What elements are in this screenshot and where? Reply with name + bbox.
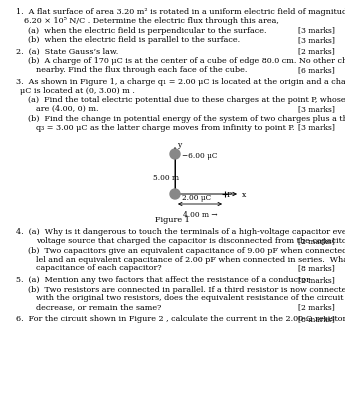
Text: 4.00 m →: 4.00 m → (183, 211, 217, 219)
Text: [2 marks]: [2 marks] (298, 237, 335, 245)
Circle shape (170, 189, 180, 199)
Text: 5.  (a)  Mention any two factors that affect the resistance of a conductor: 5. (a) Mention any two factors that affe… (16, 276, 310, 284)
Text: lel and an equivalent capacitance of 2.00 pF when connected in series.  What is : lel and an equivalent capacitance of 2.0… (36, 256, 345, 264)
Text: (b)  when the electric field is parallel to the surface.: (b) when the electric field is parallel … (28, 36, 240, 44)
Text: 3.  As shown in Figure 1, a charge q₁ = 2.00 μC is located at the origin and a c: 3. As shown in Figure 1, a charge q₁ = 2… (16, 78, 345, 85)
Text: [2 marks]: [2 marks] (298, 304, 335, 311)
Text: [3 marks]: [3 marks] (298, 105, 335, 113)
Text: (a)  when the electric field is perpendicular to the surface.: (a) when the electric field is perpendic… (28, 27, 266, 35)
Text: 4.  (a)  Why is it dangerous to touch the terminals of a high-voltage capacitor : 4. (a) Why is it dangerous to touch the … (16, 228, 345, 236)
Text: with the original two resistors, does the equivalent resistance of the circuit i: with the original two resistors, does th… (36, 294, 345, 302)
Text: [6 marks]: [6 marks] (298, 315, 335, 323)
Text: [2 marks]: [2 marks] (298, 48, 335, 55)
Text: [3 marks]: [3 marks] (298, 123, 335, 131)
Text: x: x (242, 191, 246, 199)
Text: (b)  Find the change in potential energy of the system of two charges plus a thi: (b) Find the change in potential energy … (28, 115, 345, 123)
Text: (b)  A charge of 170 μC is at the center of a cube of edge 80.0 cm. No other cha: (b) A charge of 170 μC is at the center … (28, 57, 345, 65)
Text: (b)  Two resistors are connected in parallel. If a third resistor is now connect: (b) Two resistors are connected in paral… (28, 286, 345, 294)
Text: 5.00 m: 5.00 m (153, 174, 179, 182)
Text: decrease, or remain the same?: decrease, or remain the same? (36, 304, 161, 311)
Circle shape (170, 149, 180, 159)
Text: [6 marks]: [6 marks] (298, 66, 335, 74)
Text: q₃ = 3.00 μC as the latter charge moves from infinity to point P.: q₃ = 3.00 μC as the latter charge moves … (36, 123, 295, 131)
Text: are (4.00, 0) m.: are (4.00, 0) m. (36, 105, 99, 113)
Text: [3 marks]: [3 marks] (298, 36, 335, 44)
Text: μC is located at (0, 3.00) m .: μC is located at (0, 3.00) m . (20, 86, 135, 95)
Text: 1.  A flat surface of area 3.20 m² is rotated in a uniform electric field of mag: 1. A flat surface of area 3.20 m² is rot… (16, 8, 345, 16)
Text: 6.  For the circuit shown in Figure 2 , calculate the current in the 2.00-Ω resi: 6. For the circuit shown in Figure 2 , c… (16, 315, 345, 323)
Text: nearby. Find the flux through each face of the cube.: nearby. Find the flux through each face … (36, 66, 247, 74)
Text: (b)  Two capacitors give an equivalent capacitance of 9.00 pF when connected in : (b) Two capacitors give an equivalent ca… (28, 246, 345, 254)
Text: Figure 1: Figure 1 (155, 216, 189, 224)
Text: voltage source that charged the capacitor is disconnected from the capacitor?: voltage source that charged the capacito… (36, 237, 345, 245)
Text: P: P (227, 191, 232, 199)
Text: 2.  (a)  State Gauss’s law.: 2. (a) State Gauss’s law. (16, 48, 118, 55)
Text: [2 marks]: [2 marks] (298, 276, 335, 284)
Text: 2.00 μC: 2.00 μC (182, 194, 211, 202)
Text: [8 marks]: [8 marks] (298, 264, 335, 272)
Text: (a)  Find the total electric potential due to these charges at the point P, whos: (a) Find the total electric potential du… (28, 96, 345, 104)
Text: 6.20 × 10⁵ N/C . Determine the electric flux through this area,: 6.20 × 10⁵ N/C . Determine the electric … (24, 17, 279, 25)
Text: y: y (177, 141, 181, 149)
Text: −6.00 μC: −6.00 μC (182, 152, 217, 160)
Text: [3 marks]: [3 marks] (298, 27, 335, 35)
Text: capacitance of each capacitor?: capacitance of each capacitor? (36, 264, 161, 272)
